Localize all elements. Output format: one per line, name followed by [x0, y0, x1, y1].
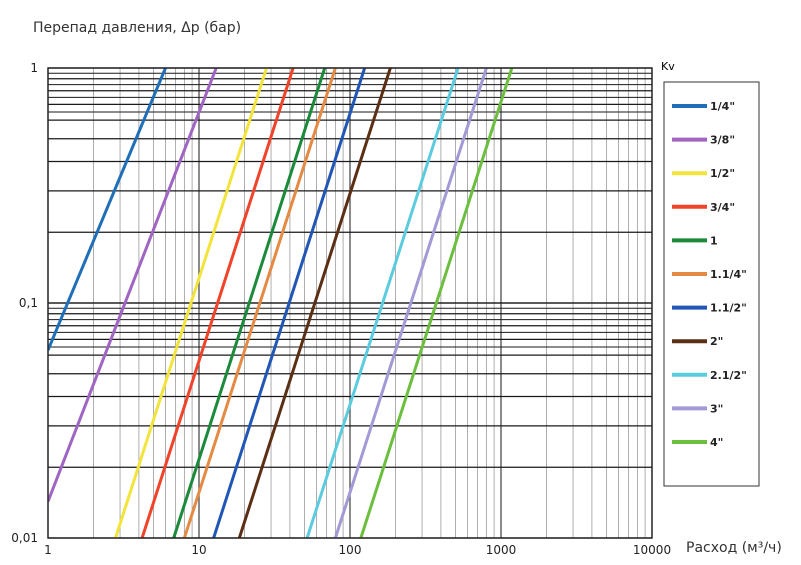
y-axis-title: Перепад давления, Δp (бар) — [33, 20, 242, 36]
series-line-10 — [359, 68, 514, 538]
legend-label: 1.1/4" — [710, 268, 747, 281]
legend-label: 1 — [710, 234, 718, 247]
legend-label: 1/4" — [710, 100, 735, 113]
series-line-0 — [48, 68, 167, 351]
series-line-8 — [305, 68, 460, 538]
x-tick-label: 1 — [44, 543, 52, 557]
series-line-2 — [114, 68, 268, 538]
legend-label: 1.1/2" — [710, 302, 747, 315]
series-line-6 — [212, 68, 367, 538]
series-line-9 — [333, 68, 488, 538]
series-line-7 — [237, 68, 392, 538]
legend-label: 1/2" — [710, 167, 735, 180]
plot-frame — [47, 67, 653, 539]
legend-label: 3" — [710, 402, 723, 415]
y-tick-label: 0,1 — [19, 296, 38, 310]
axes — [47, 67, 653, 539]
x-tick-label: 10 — [191, 543, 206, 557]
x-tick-label: 1000 — [486, 543, 517, 557]
y-tick-label: 0,01 — [11, 531, 38, 545]
series-line-4 — [172, 68, 327, 538]
legend-label: 3/8" — [710, 134, 735, 147]
x-tick-label: 100 — [339, 543, 362, 557]
legend-label: 2.1/2" — [710, 369, 747, 382]
legend-label: 4" — [710, 436, 723, 449]
series-line-5 — [182, 68, 337, 538]
legend-label: 3/4" — [710, 201, 735, 214]
x-tick-label: 10000 — [633, 543, 671, 557]
legend-label: 2" — [710, 335, 723, 348]
tick-labels: 1 10 100 1000 10000 1 0,1 0,01 — [11, 61, 671, 557]
legend-box — [663, 81, 760, 487]
kv-label: Kv — [661, 60, 675, 73]
x-axis-title: Расход (м³/ч) — [686, 540, 782, 556]
series-line-3 — [140, 68, 295, 538]
series-line-1 — [48, 68, 218, 503]
series-lines — [48, 68, 514, 538]
y-tick-label: 1 — [30, 61, 38, 75]
legend: 1/4" 3/8" 1/2" 3/4" 1 1.1/4" 1.1/2" 2" 2.1/2" 3" 4… — [663, 81, 760, 487]
